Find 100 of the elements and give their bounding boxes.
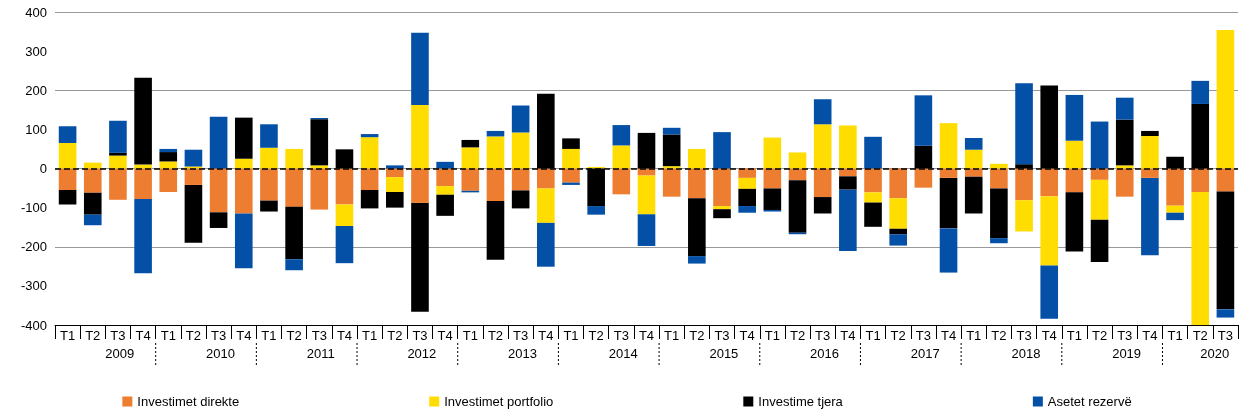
x-tick-label: T3	[1217, 328, 1233, 343]
bar	[1115, 168, 1134, 197]
bar	[1040, 265, 1059, 319]
bar	[1191, 80, 1210, 104]
x-tick-label: T3	[613, 328, 629, 343]
bar	[1065, 192, 1084, 252]
bar	[763, 137, 782, 169]
bar	[260, 200, 278, 212]
bar	[864, 202, 882, 227]
text: 2012	[407, 346, 437, 361]
bar	[889, 168, 908, 199]
x-tick-label: T4	[437, 328, 453, 343]
x-tick-label: T1	[966, 328, 982, 343]
legend-label: Investime tjera	[758, 394, 844, 409]
bar	[1115, 119, 1134, 166]
bar	[360, 134, 379, 138]
bar	[1115, 97, 1134, 120]
bar	[889, 228, 908, 235]
x-tick-label: T4	[135, 328, 151, 343]
x-tick-label: T1	[60, 328, 76, 343]
y-tick-label: 300	[25, 43, 47, 59]
bar	[813, 99, 832, 125]
bar	[83, 192, 102, 215]
bar	[763, 188, 782, 210]
bar	[1065, 168, 1084, 193]
bar	[537, 222, 555, 267]
bar	[1090, 219, 1109, 263]
bar	[486, 200, 505, 260]
x-tick-label: T4	[538, 328, 554, 343]
bar	[713, 206, 731, 210]
x-tick-label: T2	[185, 328, 202, 343]
bar	[587, 206, 605, 215]
x-tick-label: T2	[487, 328, 504, 343]
bar	[310, 119, 329, 166]
x-tick-label: T3	[412, 328, 428, 343]
bar	[436, 186, 454, 195]
x-tick-label: T3	[311, 328, 327, 343]
y-tick-label: 200	[25, 82, 47, 98]
x-tick-label: T1	[764, 328, 780, 343]
bar	[58, 126, 77, 144]
bar	[486, 136, 505, 169]
bar	[1216, 30, 1235, 169]
bar	[939, 177, 958, 229]
bar	[461, 139, 480, 148]
bar	[964, 176, 983, 214]
bar	[662, 134, 681, 167]
x-tick-label: T3	[513, 328, 529, 343]
bar	[335, 204, 354, 227]
text: 2014	[608, 346, 638, 361]
bar	[914, 95, 933, 146]
bar	[1191, 168, 1210, 192]
bar	[134, 199, 152, 274]
bar	[914, 168, 933, 188]
x-tick-label: T3	[815, 328, 831, 343]
bar	[813, 124, 832, 169]
x-tick-label: T4	[236, 328, 252, 343]
x-tick-label: T1	[664, 328, 680, 343]
bar	[612, 145, 631, 169]
x-tick-label: T4	[638, 328, 655, 343]
bar	[637, 175, 656, 215]
bar	[537, 168, 555, 189]
bar	[562, 148, 580, 169]
bar	[1166, 205, 1184, 213]
x-tick-label: T2	[85, 328, 101, 343]
bar	[511, 190, 530, 209]
bar	[562, 138, 580, 149]
bar	[310, 168, 329, 210]
bar	[234, 117, 253, 159]
bar	[109, 120, 127, 153]
bar	[713, 168, 731, 207]
bar	[461, 168, 480, 191]
bar	[436, 161, 454, 169]
bar	[109, 168, 127, 200]
text: 2018	[1011, 346, 1041, 361]
x-tick-label: T2	[286, 328, 302, 343]
bar	[511, 132, 530, 169]
bar	[1141, 130, 1159, 137]
x-tick-label: T2	[789, 328, 806, 343]
bar	[285, 259, 303, 271]
bar	[688, 198, 706, 257]
legend-label: Investimet portfolio	[444, 394, 554, 409]
x-tick-label: T3	[110, 328, 126, 343]
bar	[234, 168, 253, 214]
y-tick-label: -400	[20, 317, 47, 333]
x-tick-label: T4	[1041, 328, 1057, 343]
bar	[788, 180, 807, 233]
bar	[1065, 140, 1084, 169]
bar	[436, 168, 454, 187]
text: 2009	[105, 346, 135, 361]
x-tick-label: T1	[160, 328, 176, 343]
bar	[688, 168, 706, 199]
bar	[109, 152, 127, 156]
bar	[1090, 121, 1109, 169]
x-tick-label: T4	[336, 328, 353, 343]
bar	[738, 188, 756, 207]
legend-label: Asetet rezervë	[1047, 394, 1132, 409]
bar	[1040, 196, 1059, 266]
x-tick-label: T2	[1192, 328, 1208, 343]
bar	[1040, 168, 1059, 197]
x-tick-label: T4	[840, 328, 856, 343]
